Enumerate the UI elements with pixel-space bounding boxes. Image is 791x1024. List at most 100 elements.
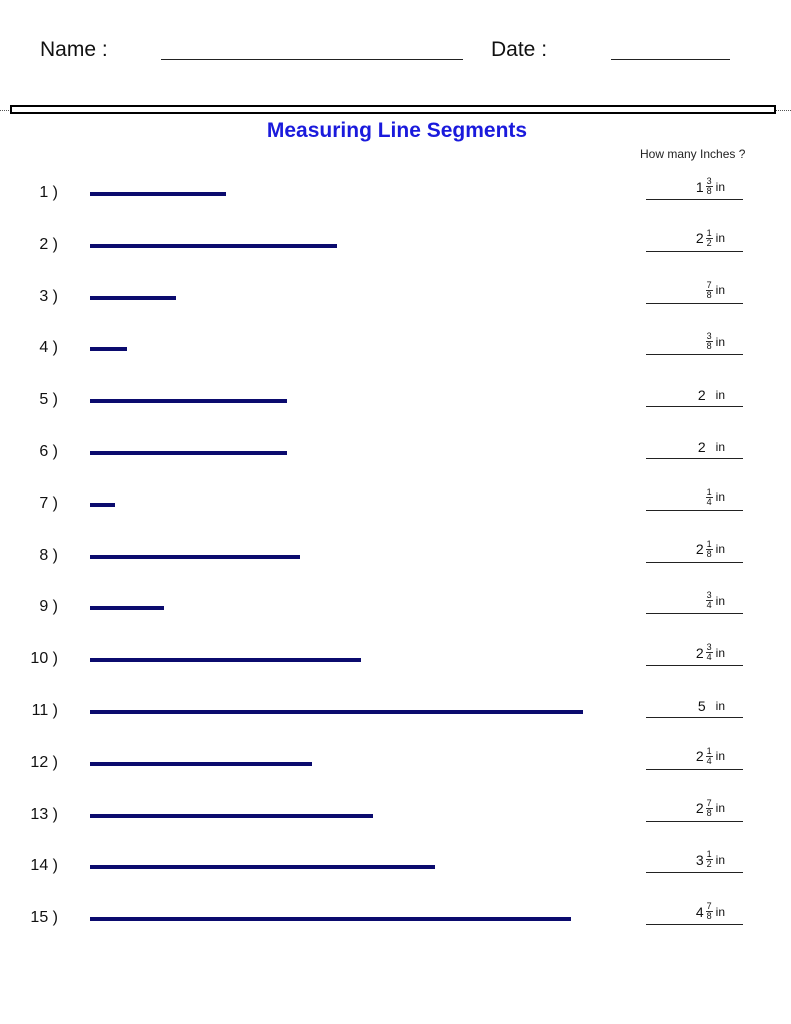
problem-row: 6 ) 2 in <box>0 439 791 471</box>
answer-blank-line <box>646 354 743 356</box>
fraction-denominator: 4 <box>706 600 712 611</box>
answer-field[interactable]: 2 1 2 in <box>646 224 743 252</box>
answer-value: 2 1 4 in <box>696 746 725 766</box>
problem-number: 4 ) <box>39 339 58 357</box>
answer-unit: in <box>715 699 725 713</box>
answer-unit: in <box>715 334 725 349</box>
problem-row: 1 ) 1 3 8 in <box>0 177 791 212</box>
problem-number: 10 ) <box>30 650 58 668</box>
answer-blank-line <box>646 768 743 770</box>
line-segment <box>90 761 312 766</box>
answer-blank-line <box>646 613 743 615</box>
answer-unit: in <box>715 440 725 454</box>
answer-blank-line <box>646 820 743 822</box>
answer-unit: in <box>715 904 725 919</box>
answer-value: 3 8 in <box>705 332 725 351</box>
fraction-denominator: 8 <box>706 911 712 922</box>
line-segment <box>90 347 127 352</box>
answer-whole-number: 1 <box>695 178 704 195</box>
fraction-denominator: 4 <box>706 496 712 507</box>
answer-field[interactable]: 3 4 in <box>646 586 743 615</box>
answer-blank-line <box>646 458 743 459</box>
answer-whole-number: 2 <box>695 230 704 247</box>
fraction-denominator: 4 <box>706 755 712 766</box>
answer-unit: in <box>715 231 725 246</box>
answer-field[interactable]: 1 3 8 in <box>646 172 743 200</box>
date-blank-line[interactable] <box>611 59 730 60</box>
answer-field[interactable]: 2 1 4 in <box>646 742 743 770</box>
answer-field[interactable]: 1 4 in <box>646 483 743 511</box>
line-segment <box>90 865 435 870</box>
answer-field[interactable]: 2 1 8 in <box>646 535 743 563</box>
fraction-numerator: 3 <box>705 642 713 654</box>
fraction-denominator: 2 <box>706 237 712 248</box>
answer-value: 3 4 in <box>705 590 725 611</box>
problem-row: 4 ) 3 8 in <box>0 332 791 367</box>
problem-row: 12 ) 2 1 4 in <box>0 746 791 782</box>
answer-value: 2 3 4 in <box>696 643 725 662</box>
line-segment <box>90 399 287 404</box>
answer-field[interactable]: 2 7 8 in <box>646 794 743 822</box>
answer-field[interactable]: 5 in <box>646 690 743 718</box>
answer-whole-number: 3 <box>695 851 704 868</box>
fraction-numerator: 1 <box>705 849 713 861</box>
answer-unit: in <box>715 593 725 608</box>
fraction-numerator: 7 <box>705 797 713 809</box>
line-segment <box>90 917 571 922</box>
line-segment <box>90 192 226 196</box>
answer-field[interactable]: 2 in <box>646 379 743 408</box>
problem-number: 11 ) <box>31 702 58 719</box>
fraction-denominator: 2 <box>706 859 712 870</box>
line-segment <box>90 710 583 714</box>
fraction-numerator: 7 <box>705 279 713 291</box>
answer-whole-number: 2 <box>695 644 704 661</box>
problem-number: 5 ) <box>39 391 58 409</box>
answer-value: 2 in <box>698 439 725 455</box>
name-blank-line[interactable] <box>161 59 463 60</box>
answer-blank-line <box>646 406 743 408</box>
page-title: Measuring Line Segments <box>266 119 528 142</box>
answer-column-header: How many Inches ? <box>640 147 746 161</box>
problem-number: 13 ) <box>30 805 58 823</box>
answer-blank-line <box>646 665 743 667</box>
answer-unit: in <box>715 283 725 298</box>
problem-row: 5 ) 2 in <box>0 387 791 419</box>
answer-field[interactable]: 2 in <box>646 431 743 459</box>
problem-number: 14 ) <box>30 857 58 875</box>
line-segment <box>90 295 176 300</box>
fraction-numerator: 3 <box>705 590 713 602</box>
answer-blank-line <box>646 250 743 252</box>
answer-unit: in <box>715 388 725 403</box>
answer-unit: in <box>715 749 725 764</box>
problem-row: 8 ) 2 1 8 in <box>0 539 791 575</box>
line-segment <box>90 554 300 559</box>
answer-value: 7 8 in <box>705 279 725 300</box>
answer-whole-number: 2 <box>695 541 704 558</box>
answer-blank-line <box>646 509 743 511</box>
answer-whole-number: 4 <box>695 903 704 920</box>
answer-value: 2 7 8 in <box>695 797 725 818</box>
answer-field[interactable]: 3 8 in <box>646 327 743 356</box>
answer-unit: in <box>715 490 725 505</box>
line-segment <box>90 243 337 248</box>
answer-field[interactable]: 2 3 4 in <box>646 638 743 667</box>
answer-field[interactable]: 4 7 8 in <box>646 897 743 926</box>
fraction-numerator: 3 <box>705 176 713 187</box>
answer-value: 3 1 2 in <box>696 850 725 869</box>
answer-field[interactable]: 7 8 in <box>646 276 743 304</box>
answer-blank-line <box>646 199 743 200</box>
answer-whole-number: 2 <box>695 800 704 817</box>
problem-row: 11 ) 5 in <box>0 698 791 730</box>
problem-number: 3 ) <box>39 287 58 305</box>
fraction-numerator: 1 <box>705 227 713 239</box>
answer-field[interactable]: 3 1 2 in <box>646 845 743 874</box>
problem-number: 12 ) <box>30 753 58 771</box>
answer-value: 1 3 8 in <box>696 177 725 196</box>
fraction-denominator: 4 <box>706 652 712 663</box>
answer-blank-line <box>646 561 743 563</box>
